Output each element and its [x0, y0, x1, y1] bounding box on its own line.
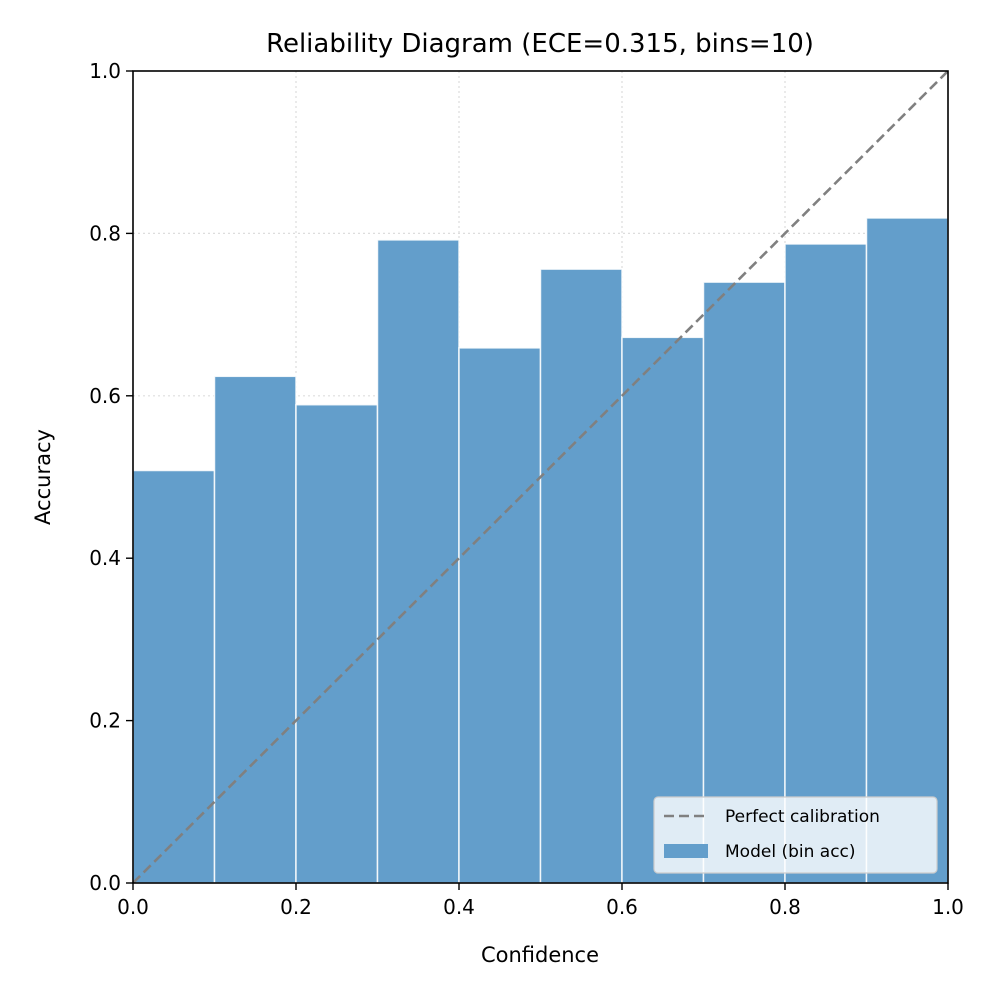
y-tick-label: 0.2: [89, 709, 121, 733]
bin-bar: [621, 336, 705, 884]
bin-bar: [295, 403, 379, 884]
chart-title: Reliability Diagram (ECE=0.315, bins=10): [266, 29, 814, 59]
legend-bar-swatch: [664, 844, 708, 858]
y-tick-label: 1.0: [89, 59, 121, 83]
y-axis-label: Accuracy: [31, 429, 55, 525]
legend-label-perfect: Perfect calibration: [725, 807, 880, 827]
bin-bar: [376, 239, 460, 884]
bin-bar: [702, 281, 786, 884]
x-tick-label: 0.2: [280, 895, 312, 919]
bars: [132, 217, 949, 884]
x-tick-label: 0.4: [443, 895, 475, 919]
y-tick-label: 0.6: [89, 384, 121, 408]
perfect-calibration-line: [132, 70, 949, 884]
x-tick-label: 1.0: [932, 895, 964, 919]
x-axis-label: Confidence: [481, 943, 599, 967]
legend-label-model: Model (bin acc): [725, 842, 856, 862]
bin-bar: [213, 375, 297, 884]
x-tick-label: 0.6: [606, 895, 638, 919]
x-axis-ticks: 0.0 0.2 0.4 0.6 0.8 1.0: [117, 883, 964, 919]
x-tick-label: 0.8: [769, 895, 801, 919]
bin-bar: [784, 243, 868, 884]
bin-bar: [458, 347, 542, 884]
legend-box: [653, 796, 938, 874]
bin-bar: [865, 217, 949, 884]
bin-bar: [539, 268, 623, 884]
y-axis-ticks: 0.0 0.2 0.4 0.6 0.8 1.0: [89, 59, 133, 895]
y-tick-label: 0.8: [89, 221, 121, 245]
legend: Perfect calibration Model (bin acc): [653, 796, 938, 874]
plot-frame: [132, 70, 949, 884]
x-tick-label: 0.0: [117, 895, 149, 919]
bin-bar: [132, 469, 216, 884]
y-tick-label: 0.0: [89, 871, 121, 895]
y-tick-label: 0.4: [89, 546, 121, 570]
